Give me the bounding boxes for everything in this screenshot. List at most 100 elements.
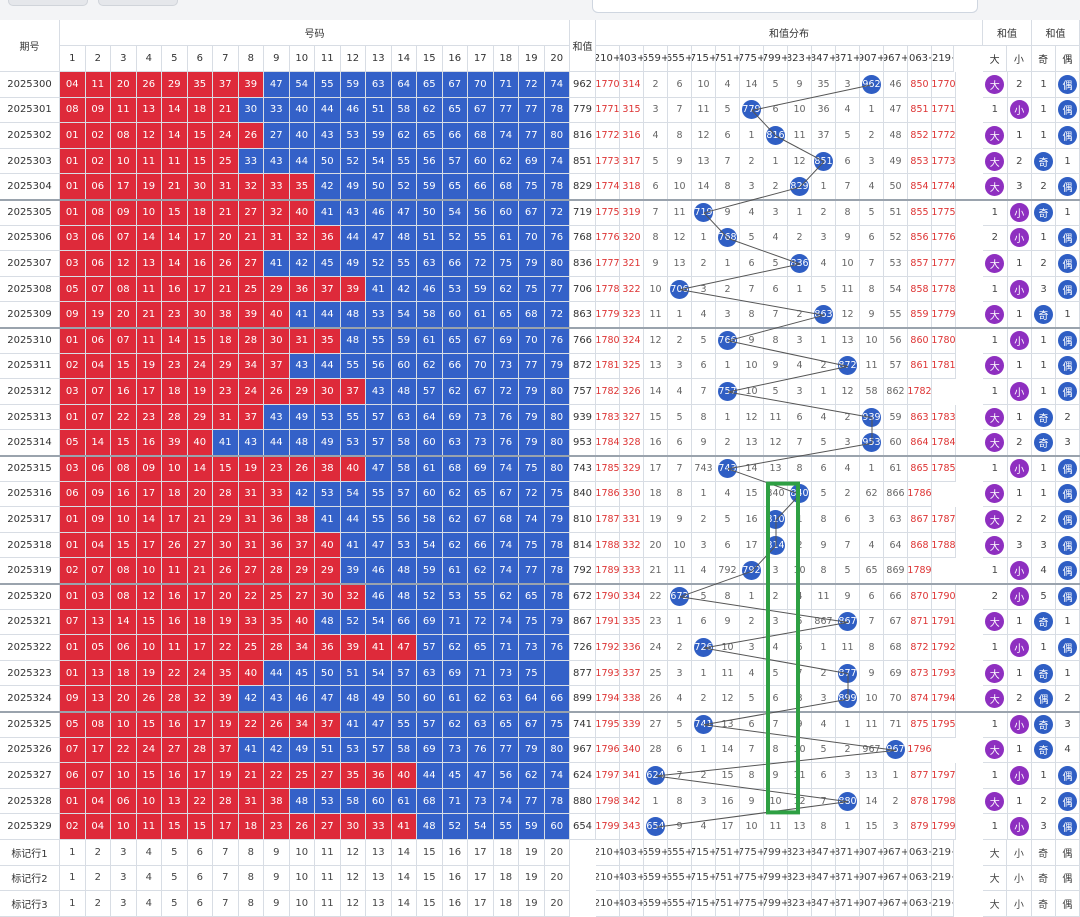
miss-count: 315 [620, 97, 644, 124]
sum-value: 962 [570, 72, 596, 98]
size-ball: 大 [985, 125, 1005, 145]
dist-cell: 4 [836, 97, 860, 124]
drawn-number: 55 [468, 225, 494, 252]
number-col-header: 15 [417, 46, 443, 72]
toolbar-tab[interactable] [8, 0, 88, 6]
drawn-number: 11 [85, 72, 111, 98]
drawn-number: 46 [340, 97, 366, 124]
trend-line [727, 237, 801, 265]
parity-ball: 偶 [1058, 125, 1077, 145]
number-col-header: 4 [136, 46, 162, 72]
parity-cell: 1 [1032, 123, 1056, 149]
size-ball: 大 [985, 74, 1005, 94]
drawn-number: 02 [85, 123, 111, 149]
number-col-header: 16 [442, 46, 468, 72]
parity-cell: 1 [1032, 72, 1056, 98]
size-cell: 小 [1007, 200, 1032, 226]
drawn-number: 60 [468, 148, 494, 175]
extra-col-header: 小 [1007, 46, 1032, 72]
drawn-number: 78 [544, 174, 570, 200]
drawn-number: 62 [391, 123, 417, 149]
period-cell: 2025302 [0, 123, 60, 149]
number-col-header: 19 [519, 46, 545, 72]
size-ball: 大 [985, 177, 1005, 197]
trend-line [655, 749, 897, 777]
dist-cell: 2 [860, 123, 884, 149]
dist-header: 和值分布 [596, 20, 983, 46]
dist-cell: 3 [836, 72, 860, 98]
dist-cell: 10 [692, 72, 716, 98]
number-col-header: 12 [340, 46, 366, 72]
size-cell: 大 [983, 148, 1008, 175]
dist-cell: 5 [716, 97, 740, 124]
dist-cell: 12 [668, 225, 692, 252]
parity-ball: 偶 [1058, 177, 1077, 197]
toolbar-tab[interactable] [98, 0, 178, 6]
dist-cell: 9 [788, 72, 812, 98]
drawn-number: 54 [366, 148, 392, 175]
trend-line [655, 801, 849, 828]
number-col-header: 8 [238, 46, 264, 72]
dist-cell: 8 [644, 225, 668, 252]
dist-cell: 852 [908, 123, 932, 149]
drawn-number: 68 [493, 174, 519, 200]
miss-count: 320 [620, 225, 644, 252]
extra-col-header: 奇 [1031, 46, 1056, 72]
drawn-number: 72 [519, 72, 545, 98]
trend-line [727, 365, 849, 393]
drawn-number: 51 [366, 97, 392, 124]
miss-count: 1772 [596, 123, 620, 149]
dist-col-header: 210+ [596, 46, 620, 72]
dist-cell: 1 [788, 200, 812, 226]
dist-cell: 1770 [932, 72, 956, 98]
size-ball: 小 [1009, 100, 1029, 120]
drawn-number: 15 [187, 148, 213, 175]
drawn-number: 10 [136, 200, 162, 226]
drawn-number: 35 [187, 72, 213, 98]
number-col-header: 2 [85, 46, 111, 72]
drawn-number: 09 [85, 97, 111, 124]
parity-cell: 奇 [1032, 200, 1056, 226]
drawn-number: 17 [111, 174, 137, 200]
drawn-number: 66 [442, 123, 468, 149]
number-col-header: 6 [187, 46, 213, 72]
drawn-number: 07 [111, 225, 137, 252]
drawn-number: 50 [417, 200, 443, 226]
drawn-number: 50 [315, 148, 341, 175]
dist-col-header: 715+ [692, 46, 716, 72]
dist-cell: 11 [668, 200, 692, 226]
number-col-header: 13 [366, 46, 392, 72]
drawn-number: 58 [391, 97, 417, 124]
trend-line [703, 212, 729, 239]
drawn-number: 46 [366, 200, 392, 226]
drawn-number: 71 [493, 72, 519, 98]
drawn-number: 74 [544, 148, 570, 175]
drawn-number: 47 [264, 72, 290, 98]
size-cell: 2 [1007, 72, 1032, 98]
trend-line [799, 161, 825, 188]
size-cell: 小 [1007, 97, 1032, 124]
dist-cell: 1 [692, 225, 716, 252]
dist-cell: 853 [908, 148, 932, 175]
dist-cell: 5 [764, 72, 788, 98]
drawn-number: 62 [493, 148, 519, 175]
number-col-header: 3 [111, 46, 137, 72]
drawn-number: 52 [442, 225, 468, 252]
dist-cell: 850 [908, 72, 932, 98]
drawn-number: 61 [493, 225, 519, 252]
drawn-number: 21 [213, 200, 239, 226]
trend-line [727, 391, 873, 419]
trend-line [727, 314, 825, 342]
toolbar-panel [592, 0, 978, 13]
drawn-number: 18 [187, 200, 213, 226]
drawn-number: 60 [493, 200, 519, 226]
trend-line [703, 647, 849, 675]
dist-cell: 48 [884, 123, 908, 149]
dist-col-header: 1219+ [932, 46, 954, 72]
drawn-number: 08 [111, 123, 137, 149]
dist-cell: 3 [764, 200, 788, 226]
sum-value: 851 [570, 148, 596, 175]
drawn-number: 67 [468, 97, 494, 124]
parity-cell: 奇 [1032, 148, 1056, 175]
drawn-number: 32 [264, 200, 290, 226]
